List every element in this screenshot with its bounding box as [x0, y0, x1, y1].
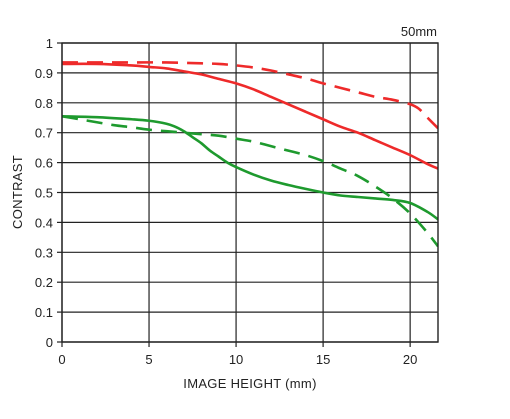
y-tick-label: 0.7	[35, 126, 53, 141]
y-tick-label: 0.6	[35, 156, 53, 171]
y-tick-label: 0.3	[35, 245, 53, 260]
y-axis-label: CONTRAST	[10, 155, 25, 229]
x-tick-label: 0	[58, 352, 65, 367]
y-tick-label: 0.4	[35, 215, 53, 230]
x-axis-label: IMAGE HEIGHT (mm)	[183, 376, 316, 391]
x-tick-label: 20	[403, 352, 417, 367]
plot-border	[61, 42, 439, 343]
series-lines	[62, 61, 438, 248]
focal-length-annotation: 50mm	[401, 24, 437, 39]
y-tick-label: 0.8	[35, 96, 53, 111]
series-line-1	[62, 62, 438, 170]
x-tick-label: 15	[316, 352, 330, 367]
x-tick-label: 5	[145, 352, 152, 367]
x-tick-labels: 0 5 10 15 20	[58, 352, 417, 367]
y-tick-label: 0.1	[35, 305, 53, 320]
y-tick-label: 0.9	[35, 66, 53, 81]
series-line-2	[62, 61, 438, 130]
series-line-3	[62, 114, 438, 221]
y-tick-label: 0.5	[35, 186, 53, 201]
y-tick-label: 0	[46, 335, 53, 350]
y-tick-label: 1	[46, 36, 53, 51]
y-tick-label: 0.2	[35, 275, 53, 290]
axes	[57, 42, 439, 347]
y-tick-labels: 0 0.1 0.2 0.3 0.4 0.5 0.6 0.7 0.8 0.9 1	[35, 36, 53, 350]
x-tick-label: 10	[229, 352, 243, 367]
series-line-4	[62, 114, 438, 248]
